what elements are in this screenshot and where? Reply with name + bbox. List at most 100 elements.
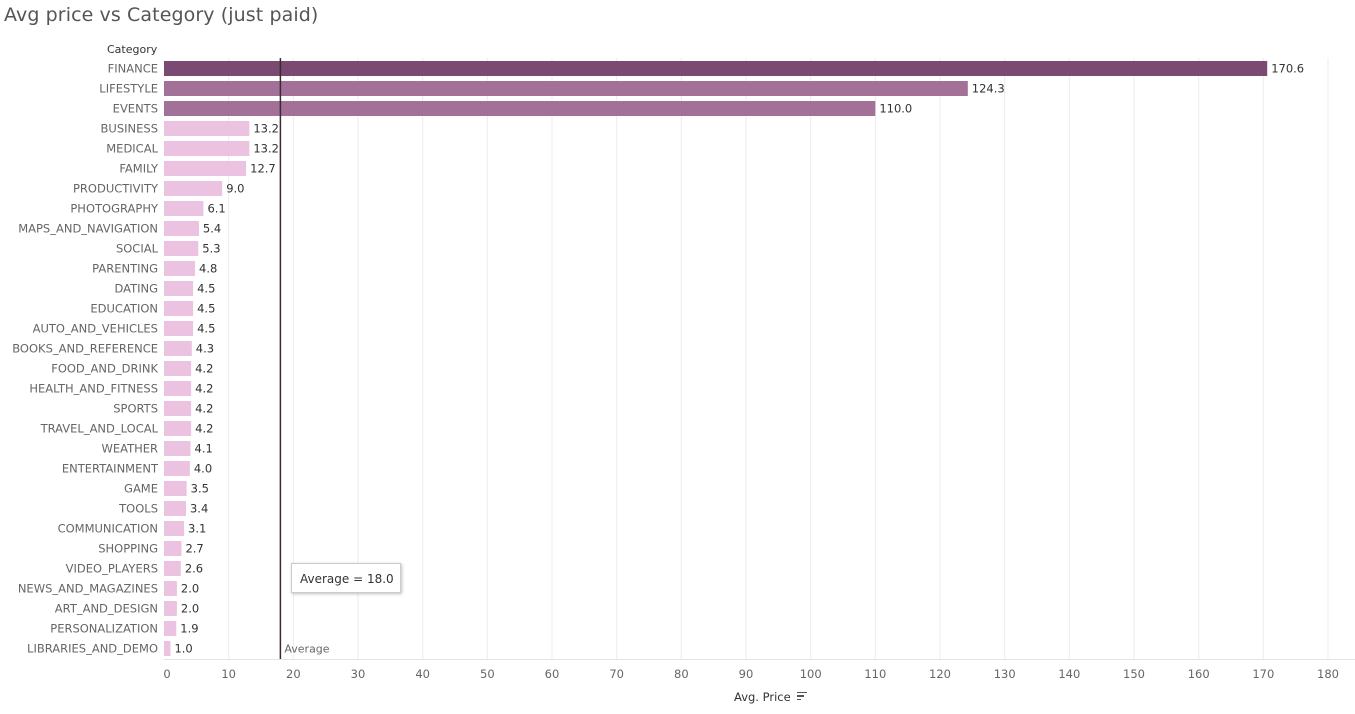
value-label: 4.2 [195, 362, 213, 376]
value-label: 2.0 [181, 582, 199, 596]
value-label: 2.7 [185, 542, 203, 556]
x-tick-label: 120 [929, 667, 951, 681]
category-label[interactable]: NEWS_AND_MAGAZINES [18, 582, 158, 596]
category-label[interactable]: SPORTS [113, 402, 158, 416]
value-label: 4.0 [194, 462, 212, 476]
value-label: 4.5 [197, 302, 215, 316]
category-label[interactable]: SOCIAL [116, 242, 159, 256]
value-label: 1.9 [180, 622, 198, 636]
value-label: 13.2 [253, 142, 279, 156]
category-label[interactable]: ENTERTAINMENT [62, 462, 159, 476]
category-label[interactable]: ART_AND_DESIGN [55, 602, 158, 616]
bar[interactable] [164, 321, 194, 336]
value-label: 124.3 [972, 82, 1005, 96]
bar[interactable] [164, 261, 196, 276]
value-label: 4.8 [199, 262, 217, 276]
category-label[interactable]: EDUCATION [90, 302, 158, 316]
bar[interactable] [164, 501, 186, 516]
x-tick-label: 130 [994, 667, 1016, 681]
category-field-header[interactable]: Category [107, 43, 158, 56]
reference-line-group: Average [279, 58, 330, 659]
category-label[interactable]: SHOPPING [98, 542, 158, 556]
category-label[interactable]: PHOTOGRAPHY [70, 202, 159, 216]
category-label[interactable]: MAPS_AND_NAVIGATION [18, 222, 158, 236]
value-label: 5.3 [202, 242, 220, 256]
category-label[interactable]: FINANCE [108, 62, 158, 76]
category-label[interactable]: FAMILY [119, 162, 159, 176]
bar[interactable] [164, 341, 192, 356]
bar[interactable] [164, 421, 192, 436]
bar[interactable] [164, 161, 247, 176]
bars [164, 61, 1268, 656]
category-label[interactable]: EVENTS [113, 102, 158, 116]
x-tick-label: 20 [286, 667, 301, 681]
x-tick-label: 140 [1058, 667, 1080, 681]
bar[interactable] [164, 561, 181, 576]
category-label[interactable]: MEDICAL [106, 142, 158, 156]
x-tick-label: 150 [1123, 667, 1145, 681]
bar[interactable] [164, 481, 187, 496]
category-label[interactable]: PARENTING [92, 262, 158, 276]
value-label: 9.0 [226, 182, 244, 196]
chart-title: Avg price vs Category (just paid) [4, 4, 319, 26]
bar[interactable] [164, 121, 250, 136]
bar[interactable] [164, 641, 171, 656]
value-label: 3.1 [188, 522, 206, 536]
value-label: 4.2 [195, 422, 213, 436]
category-label[interactable]: PRODUCTIVITY [73, 182, 159, 196]
category-label[interactable]: TRAVEL_AND_LOCAL [40, 422, 159, 436]
x-tick-label: 40 [415, 667, 430, 681]
category-label[interactable]: WEATHER [101, 442, 158, 456]
bar[interactable] [164, 101, 876, 116]
bar[interactable] [164, 461, 190, 476]
value-label: 4.5 [197, 282, 215, 296]
bar[interactable] [164, 281, 194, 296]
value-label: 110.0 [879, 102, 912, 116]
category-label[interactable]: GAME [124, 482, 158, 496]
value-label: 2.0 [181, 602, 199, 616]
bar[interactable] [164, 361, 192, 376]
category-label[interactable]: LIFESTYLE [99, 82, 158, 96]
bar[interactable] [164, 301, 194, 316]
x-tick-label: 110 [864, 667, 886, 681]
bar[interactable] [164, 541, 182, 556]
x-axis-ticks: 0 10 20 30 40 50 60 70 80 90 100 110 120 130 140 150 160… [163, 667, 1339, 681]
value-label: 2.6 [185, 562, 203, 576]
bar[interactable] [164, 181, 223, 196]
category-label[interactable]: VIDEO_PLAYERS [66, 562, 158, 576]
value-label: 3.5 [191, 482, 209, 496]
category-label[interactable]: HEALTH_AND_FITNESS [29, 382, 158, 396]
bar[interactable] [164, 61, 1268, 76]
bar[interactable] [164, 621, 177, 636]
value-label: 6.1 [207, 202, 225, 216]
bar[interactable] [164, 241, 199, 256]
category-label[interactable]: AUTO_AND_VEHICLES [33, 322, 158, 336]
category-label[interactable]: DATING [114, 282, 158, 296]
bar[interactable] [164, 601, 177, 616]
bar[interactable] [164, 521, 185, 536]
bar[interactable] [164, 81, 968, 96]
bar[interactable] [164, 141, 250, 156]
average-line-label: Average [284, 643, 329, 656]
sort-icon[interactable] [797, 692, 807, 702]
value-label: 12.7 [250, 162, 276, 176]
bar[interactable] [164, 581, 177, 596]
value-label: 3.4 [190, 502, 208, 516]
bar[interactable] [164, 221, 199, 236]
x-tick-label: 60 [545, 667, 560, 681]
category-label[interactable]: TOOLS [118, 502, 158, 516]
bar[interactable] [164, 401, 192, 416]
x-axis-title[interactable]: Avg. Price [734, 690, 791, 704]
category-label[interactable]: LIBRARIES_AND_DEMO [27, 642, 158, 656]
category-label[interactable]: COMMUNICATION [58, 522, 158, 536]
bar[interactable] [164, 441, 191, 456]
value-label: 4.2 [195, 402, 213, 416]
value-label: 4.3 [196, 342, 214, 356]
bar[interactable] [164, 201, 204, 216]
category-label[interactable]: BUSINESS [101, 122, 158, 136]
category-label[interactable]: PERSONALIZATION [50, 622, 158, 636]
bar[interactable] [164, 381, 192, 396]
category-label[interactable]: BOOKS_AND_REFERENCE [12, 342, 158, 356]
category-label[interactable]: FOOD_AND_DRINK [51, 362, 158, 376]
